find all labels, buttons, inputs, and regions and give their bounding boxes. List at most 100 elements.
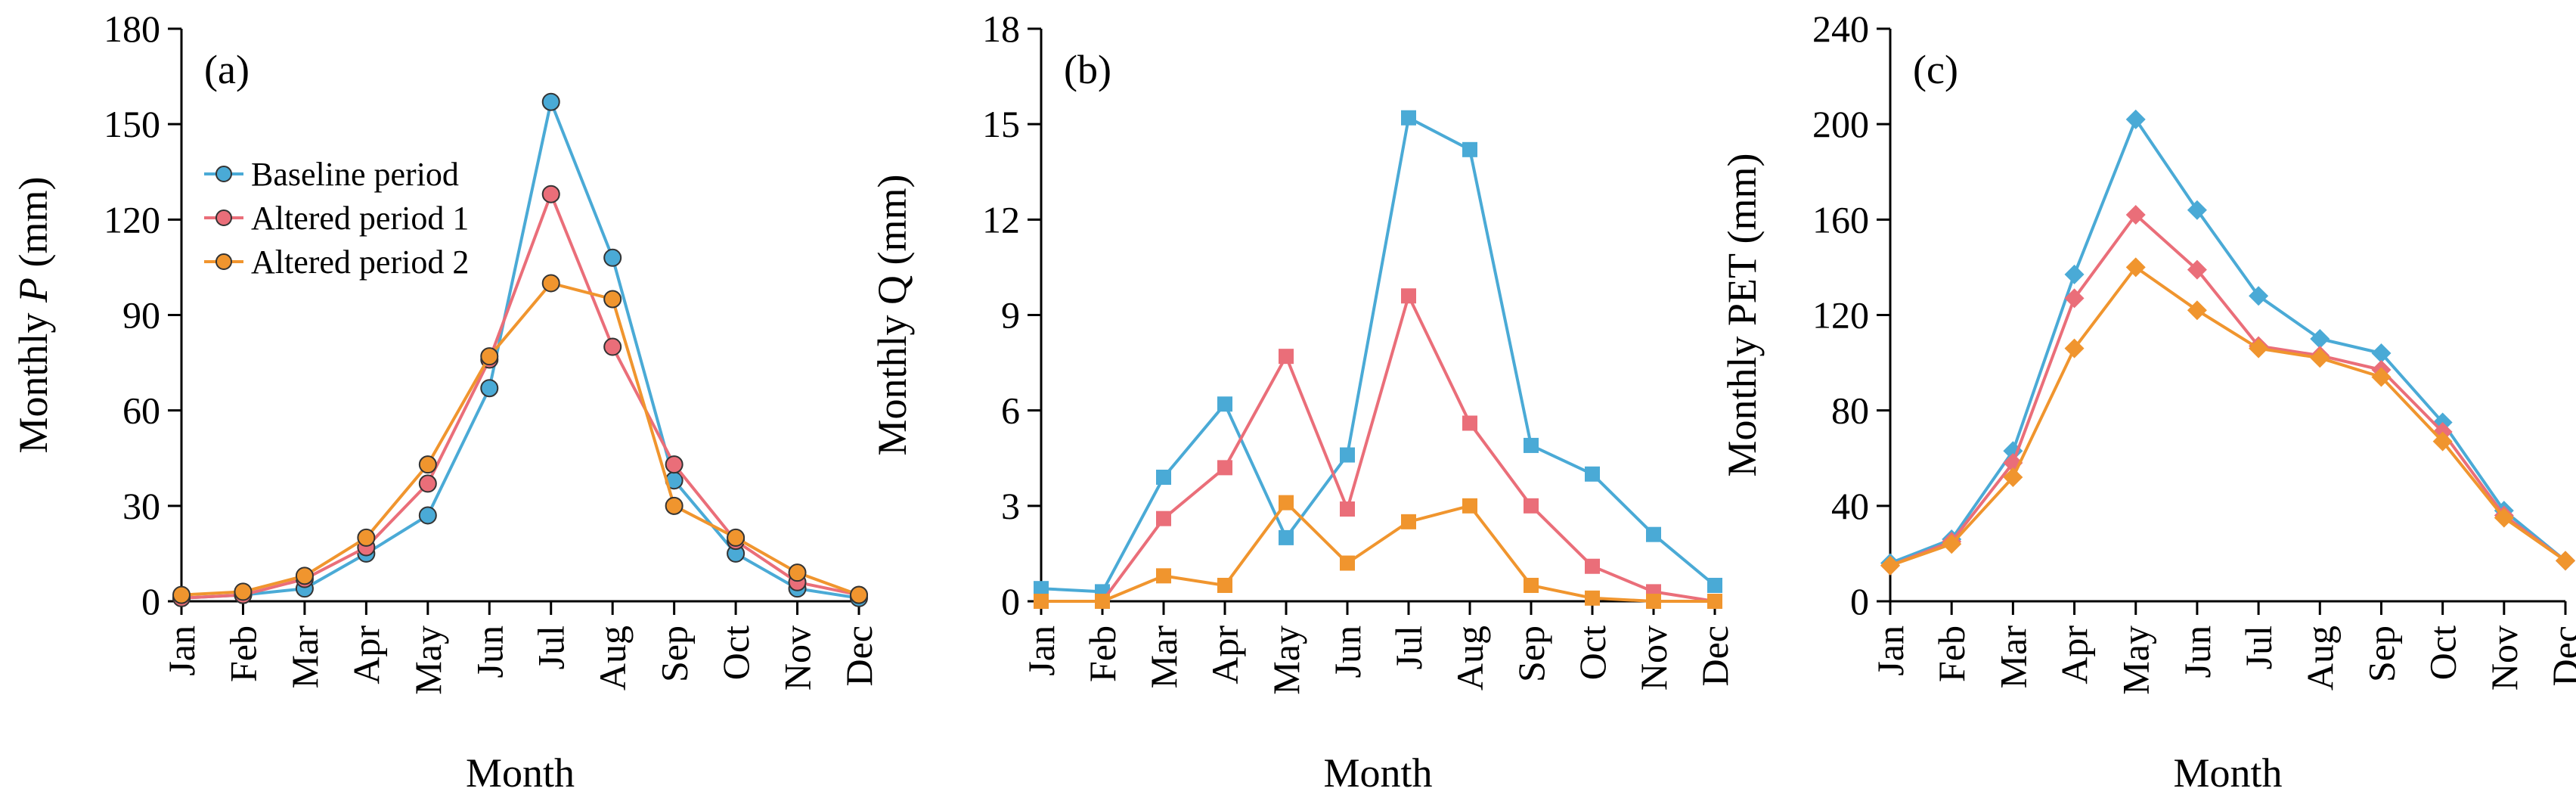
chart-panel-1: 0 30 60 90 120 150 180 Jan Feb Mar Apr May Jun Jul Aug… [11, 8, 880, 796]
series-line [1040, 116, 1716, 594]
data-point [665, 496, 684, 515]
series-altered2 [1034, 495, 1722, 609]
data-point [1646, 526, 1661, 542]
x-tick-label: Jun [468, 625, 510, 678]
data-point [295, 566, 314, 585]
x-tick-label: May [1265, 625, 1307, 695]
data-point [234, 582, 253, 601]
y-tick-label: 6 [1001, 390, 1020, 432]
data-point [1401, 514, 1416, 529]
data-point [2432, 431, 2453, 452]
legend: Baseline period Altered period 1 Altered p… [204, 156, 469, 281]
data-point [2064, 264, 2085, 284]
y-axis-title: Monthly Q (mm) [870, 175, 915, 456]
data-point [480, 347, 499, 366]
y-tick-label: 15 [982, 103, 1020, 145]
data-point [1401, 288, 1416, 304]
series-baseline [1880, 109, 2575, 573]
series-altered1 [1034, 288, 1722, 609]
data-point [1524, 577, 1539, 593]
x-tick-label: Mar [284, 625, 326, 689]
data-point [2003, 467, 2023, 487]
data-point [1340, 555, 1355, 571]
chart-panel-2: 0 3 6 9 12 15 18 Jan Feb Mar Apr May Jun Jul Aug Sep Oct… [870, 8, 1736, 796]
x-tick-label: May [407, 625, 449, 695]
x-tick-label: Sep [653, 625, 696, 682]
data-point [1279, 529, 1294, 545]
data-point [788, 563, 807, 582]
y-tick-label: 0 [141, 580, 160, 622]
x-tick-label: Mar [1142, 625, 1185, 689]
x-tick-label: Jul [1387, 625, 1430, 669]
y-tick-label: 120 [1812, 294, 1869, 337]
data-point [480, 379, 499, 398]
x-tick-label: Oct [2422, 625, 2464, 680]
data-point [541, 274, 560, 293]
data-point [850, 585, 868, 604]
data-point [1095, 594, 1110, 609]
data-point [603, 337, 622, 356]
data-point [2064, 338, 2085, 358]
data-point [603, 248, 622, 267]
x-tick-label: Feb [1930, 625, 1973, 682]
data-point [2494, 507, 2514, 528]
data-point [172, 585, 191, 604]
y-tick-label: 80 [1831, 390, 1869, 432]
x-tick-label: Apr [2054, 625, 2096, 684]
panel-label: (a) [204, 47, 250, 92]
y-tick-label: 60 [122, 390, 160, 432]
data-point [1034, 581, 1049, 597]
series-line [181, 281, 860, 597]
y-tick-label: 120 [104, 198, 160, 241]
data-point [2310, 329, 2330, 349]
series-line [181, 100, 860, 600]
y-tick-label: 240 [1812, 8, 1869, 50]
data-point [1707, 577, 1722, 593]
y-tick-label: 90 [122, 294, 160, 337]
y-axis-title-part: (mm) [11, 176, 56, 277]
data-point [2125, 257, 2146, 278]
data-point [727, 528, 746, 547]
x-tick-label: Feb [1081, 625, 1124, 682]
x-tick-label: Nov [777, 625, 819, 691]
series-altered2 [1880, 257, 2575, 576]
y-tick-label: 180 [104, 8, 160, 50]
y-tick-label: 18 [982, 8, 1020, 50]
x-tick-label: Nov [1632, 625, 1675, 691]
data-point [2064, 288, 2085, 309]
data-point [1462, 498, 1477, 514]
series-line [1041, 501, 1715, 603]
data-point [418, 506, 437, 525]
data-point [418, 474, 437, 493]
x-tick-label: May [2115, 625, 2157, 695]
x-tick-label: Nov [2483, 625, 2525, 691]
data-point [2187, 200, 2207, 220]
data-point [603, 290, 622, 309]
y-axis-title: Monthly P (mm) [11, 176, 56, 453]
x-tick-label: Jan [160, 625, 203, 676]
data-point [1156, 511, 1171, 526]
legend-label: Altered period 1 [251, 200, 469, 237]
data-point [541, 185, 560, 203]
x-tick-label: Oct [715, 625, 757, 680]
data-point [357, 528, 376, 547]
y-tick-label: 150 [104, 103, 160, 145]
data-point [2556, 551, 2575, 571]
series-altered2 [172, 274, 868, 604]
y-axis-title-part: Monthly [11, 303, 56, 454]
data-point [1156, 469, 1171, 485]
data-point [541, 92, 560, 111]
x-tick-label: Feb [222, 625, 264, 682]
y-tick-label: 40 [1831, 485, 1869, 527]
legend-marker [215, 253, 232, 270]
data-point [1524, 437, 1539, 453]
data-point [1585, 590, 1600, 606]
x-tick-label: Dec [1694, 625, 1736, 687]
data-point [1217, 577, 1232, 593]
x-tick-label: Dec [2544, 625, 2576, 687]
y-tick-label: 3 [1001, 485, 1020, 527]
y-tick-label: 0 [1850, 580, 1869, 622]
x-axis-title: Month [2173, 750, 2282, 796]
x-tick-label: Sep [2360, 625, 2402, 682]
